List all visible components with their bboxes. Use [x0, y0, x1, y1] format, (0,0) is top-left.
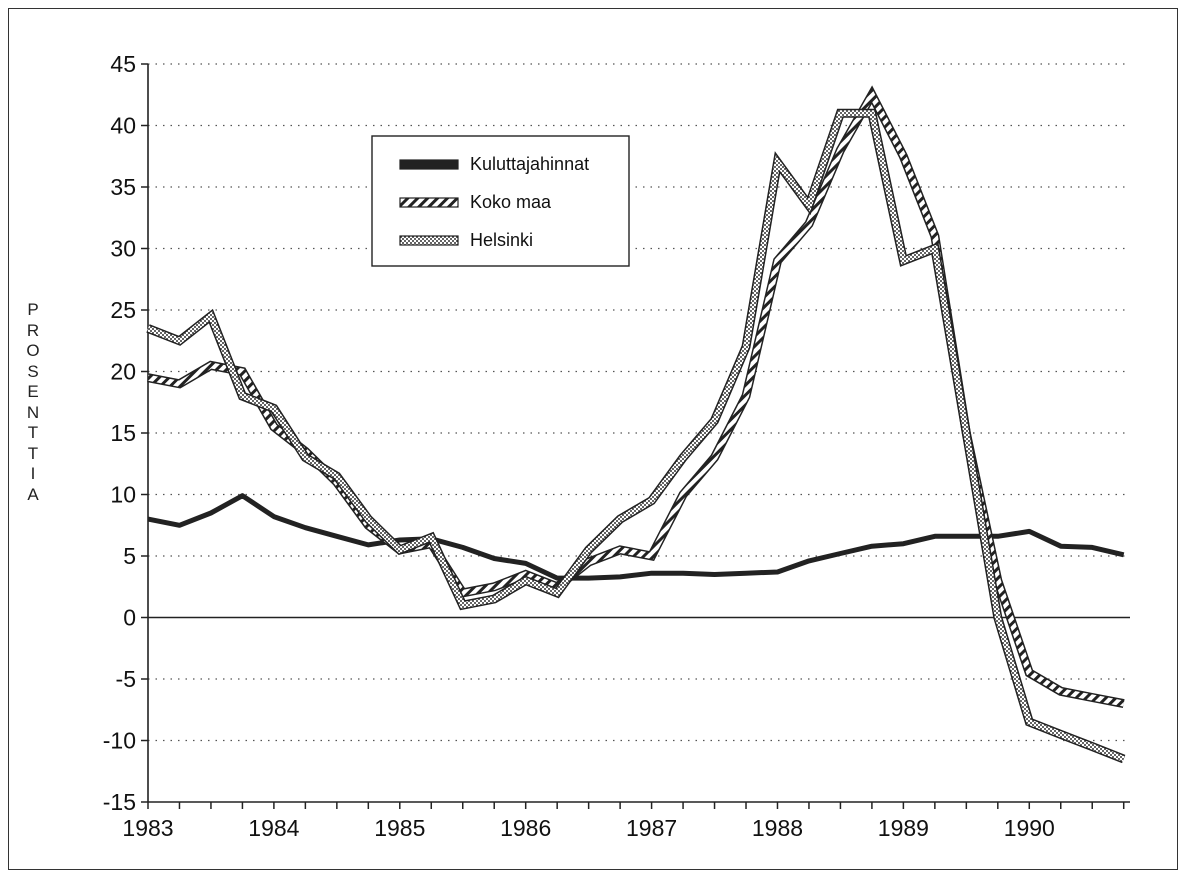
legend-swatch — [399, 197, 459, 208]
legend-label: Kuluttajahinnat — [470, 154, 589, 174]
y-tick-label: 5 — [123, 543, 136, 569]
series-kuluttajahinnat — [147, 493, 1125, 581]
y-tick-label: 25 — [110, 297, 136, 323]
y-tick-label: 20 — [110, 359, 136, 385]
series-line — [146, 110, 1125, 762]
series-line — [147, 493, 1125, 581]
series-koko-maa — [147, 85, 1125, 709]
y-axis-label-letter: R — [26, 320, 40, 340]
x-tick-label: 1986 — [500, 815, 551, 841]
legend-label: Helsinki — [470, 230, 533, 250]
y-axis-label-letter: A — [27, 484, 39, 504]
y-tick-label: -15 — [103, 789, 136, 815]
x-tick-label: 1988 — [752, 815, 803, 841]
y-axis-label-letter: O — [26, 341, 40, 360]
series-line — [147, 88, 1125, 707]
x-tick-label: 1987 — [626, 815, 677, 841]
x-tick-label: 1983 — [122, 815, 173, 841]
x-tick-label: 1990 — [1004, 815, 1055, 841]
y-axis-label-letter: T — [27, 443, 39, 463]
y-tick-label: -5 — [116, 666, 136, 692]
series-layer — [146, 85, 1126, 764]
y-tick-label: 15 — [110, 420, 136, 446]
y-tick-label: 30 — [110, 236, 136, 262]
x-tick-label: 1984 — [248, 815, 299, 841]
grid-lines — [148, 63, 1130, 742]
y-tick-label: 40 — [110, 113, 136, 139]
y-axis-label-letter: E — [27, 382, 39, 401]
legend: Kuluttajahinnat Koko maa Helsinki — [371, 135, 630, 267]
axes: -15 -10 -5 0 5 10 15 20 25 30 35 40 45 1983 1984 1985 19… — [103, 51, 1130, 841]
series-line-outline — [147, 85, 1125, 709]
series-helsinki — [146, 108, 1126, 764]
y-tick-label: -10 — [103, 728, 136, 754]
x-tick-label: 1989 — [878, 815, 929, 841]
y-axis-label-letter: T — [27, 423, 39, 442]
y-axis-label-letter: P — [27, 300, 39, 319]
legend-swatch — [399, 159, 459, 170]
legend-label: Koko maa — [470, 192, 552, 212]
legend-swatch — [399, 235, 459, 246]
x-tick-label: 1985 — [374, 815, 425, 841]
y-tick-label: 0 — [123, 605, 136, 631]
y-axis-label-letter: I — [30, 464, 36, 483]
y-axis-label-letter: N — [26, 402, 40, 422]
y-tick-label: 45 — [110, 51, 136, 77]
y-tick-label: 35 — [110, 174, 136, 200]
y-tick-label: 10 — [110, 482, 136, 508]
y-axis-label-letter: S — [27, 361, 39, 381]
